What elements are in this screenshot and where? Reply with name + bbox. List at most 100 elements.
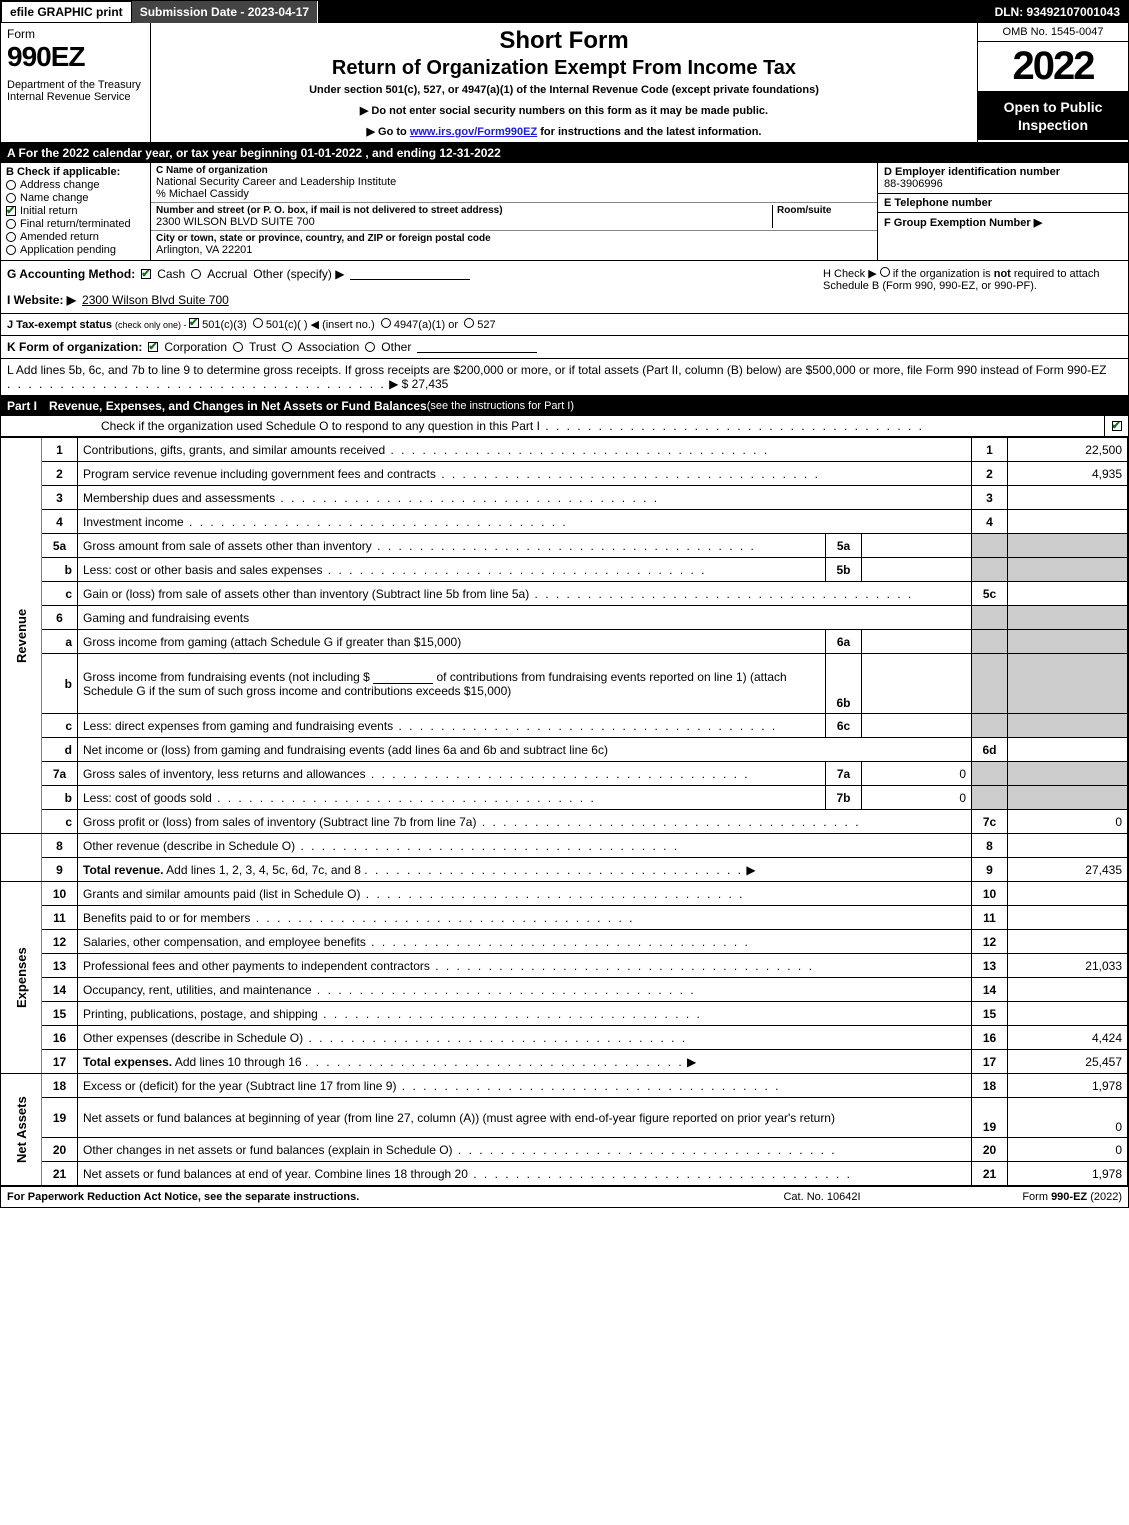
- line-amt: [1008, 582, 1128, 606]
- f3-post: (2022): [1087, 1191, 1122, 1203]
- open-to-public: Open to Public Inspection: [978, 92, 1128, 140]
- line-mid: 17: [972, 1050, 1008, 1074]
- goto-line: ▶ Go to www.irs.gov/Form990EZ for instru…: [161, 125, 967, 138]
- sub-no: 5b: [826, 558, 862, 582]
- line-amt: 1,978: [1008, 1162, 1128, 1186]
- line-1: Revenue 1 Contributions, gifts, grants, …: [1, 438, 1128, 462]
- line-no: 5a: [42, 534, 78, 558]
- submission-date: Submission Date - 2023-04-17: [132, 1, 318, 23]
- line-no: 7a: [42, 762, 78, 786]
- k-trust-radio[interactable]: [233, 342, 243, 352]
- line-desc: Net assets or fund balances at beginning…: [78, 1098, 972, 1138]
- sub-no: 6b: [826, 654, 862, 714]
- line-no: 9: [42, 858, 78, 882]
- line-desc: Occupancy, rent, utilities, and maintena…: [78, 978, 972, 1002]
- shade: [972, 558, 1008, 582]
- line-desc: Excess or (deficit) for the year (Subtra…: [78, 1074, 972, 1098]
- revenue-side-cont: [1, 834, 42, 882]
- j-501c-radio[interactable]: [253, 318, 263, 328]
- line-no: b: [42, 786, 78, 810]
- cb-initial-return[interactable]: Initial return: [6, 205, 145, 217]
- f3-pre: Form: [1022, 1191, 1051, 1203]
- line-no: 4: [42, 510, 78, 534]
- checkbox-icon: [1112, 421, 1122, 431]
- line-mid: 5c: [972, 582, 1008, 606]
- line-desc: Less: cost or other basis and sales expe…: [78, 558, 826, 582]
- section-e: E Telephone number: [878, 194, 1128, 213]
- section-a-tax-year: A For the 2022 calendar year, or tax yea…: [1, 143, 1128, 163]
- cb-name-change[interactable]: Name change: [6, 192, 145, 204]
- line-4: 4 Investment income 4: [1, 510, 1128, 534]
- l-value: 27,435: [412, 377, 449, 391]
- j-501c3-cb[interactable]: [189, 318, 199, 328]
- line-no: 10: [42, 882, 78, 906]
- cash-checkbox[interactable]: [141, 269, 151, 279]
- line-9: 9 Total revenue. Add lines 1, 2, 3, 4, 5…: [1, 858, 1128, 882]
- k-assoc-radio[interactable]: [282, 342, 292, 352]
- k-corp-cb[interactable]: [148, 342, 158, 352]
- form-number: 990EZ: [7, 41, 144, 73]
- cb-final-return[interactable]: Final return/terminated: [6, 218, 145, 230]
- j-527-radio[interactable]: [464, 318, 474, 328]
- line-no: c: [42, 714, 78, 738]
- page-footer: For Paperwork Reduction Act Notice, see …: [1, 1186, 1128, 1207]
- line-desc: Benefits paid to or for members: [78, 906, 972, 930]
- accrual-radio[interactable]: [191, 269, 201, 279]
- section-l: L Add lines 5b, 6c, and 7b to line 9 to …: [1, 359, 1128, 396]
- shade: [972, 762, 1008, 786]
- line-amt: 0: [1008, 1138, 1128, 1162]
- cb-application-pending[interactable]: Application pending: [6, 244, 145, 256]
- shade: [972, 786, 1008, 810]
- cat-no: Cat. No. 10642I: [722, 1191, 922, 1203]
- cb-address-change[interactable]: Address change: [6, 179, 145, 191]
- irs-link[interactable]: www.irs.gov/Form990EZ: [410, 126, 537, 138]
- cb-label: Name change: [20, 192, 89, 204]
- h-radio[interactable]: [880, 267, 890, 277]
- shade: [972, 714, 1008, 738]
- j-4947: 4947(a)(1) or: [394, 319, 458, 331]
- k-other-blank: [417, 341, 537, 353]
- line-desc: Salaries, other compensation, and employ…: [78, 930, 972, 954]
- line-mid: 4: [972, 510, 1008, 534]
- room-label: Room/suite: [777, 205, 872, 216]
- line-mid: 18: [972, 1074, 1008, 1098]
- line-15: 15 Printing, publications, postage, and …: [1, 1002, 1128, 1026]
- line-no: 15: [42, 1002, 78, 1026]
- line-amt: 0: [1008, 1098, 1128, 1138]
- shade: [1008, 606, 1128, 630]
- line-no: 20: [42, 1138, 78, 1162]
- form-ref: Form 990-EZ (2022): [922, 1191, 1122, 1203]
- cb-label: Final return/terminated: [20, 218, 131, 230]
- line-mid: 6d: [972, 738, 1008, 762]
- l-dots: [7, 377, 386, 391]
- expenses-side-label: Expenses: [1, 882, 42, 1074]
- shade: [1008, 714, 1128, 738]
- j-4947-radio[interactable]: [381, 318, 391, 328]
- h-not: not: [994, 268, 1011, 280]
- line-mid: 3: [972, 486, 1008, 510]
- line-desc: Other revenue (describe in Schedule O): [78, 834, 972, 858]
- part-1-table: Revenue 1 Contributions, gifts, grants, …: [1, 437, 1128, 1186]
- f3-bold: 990-EZ: [1051, 1191, 1087, 1203]
- k-trust: Trust: [249, 340, 276, 354]
- sub-no: 5a: [826, 534, 862, 558]
- line-7a: 7a Gross sales of inventory, less return…: [1, 762, 1128, 786]
- line-amt: [1008, 486, 1128, 510]
- netassets-side-label: Net Assets: [1, 1074, 42, 1186]
- group-exemption-label: F Group Exemption Number ▶: [884, 217, 1042, 229]
- line-amt: [1008, 1002, 1128, 1026]
- checkbox-icon: [6, 206, 16, 216]
- section-de: D Employer identification number 88-3906…: [878, 163, 1128, 260]
- part-1-checkbox[interactable]: [1104, 416, 1128, 436]
- cb-amended-return[interactable]: Amended return: [6, 231, 145, 243]
- line-7b: b Less: cost of goods sold 7b 0: [1, 786, 1128, 810]
- k-corp: Corporation: [164, 340, 227, 354]
- shade: [1008, 630, 1128, 654]
- omb-number: OMB No. 1545-0047: [978, 23, 1128, 42]
- k-other-radio[interactable]: [365, 342, 375, 352]
- line-no: 14: [42, 978, 78, 1002]
- line-20: 20 Other changes in net assets or fund b…: [1, 1138, 1128, 1162]
- sub-val: [862, 714, 972, 738]
- sub-val: 0: [862, 762, 972, 786]
- line-mid: 1: [972, 438, 1008, 462]
